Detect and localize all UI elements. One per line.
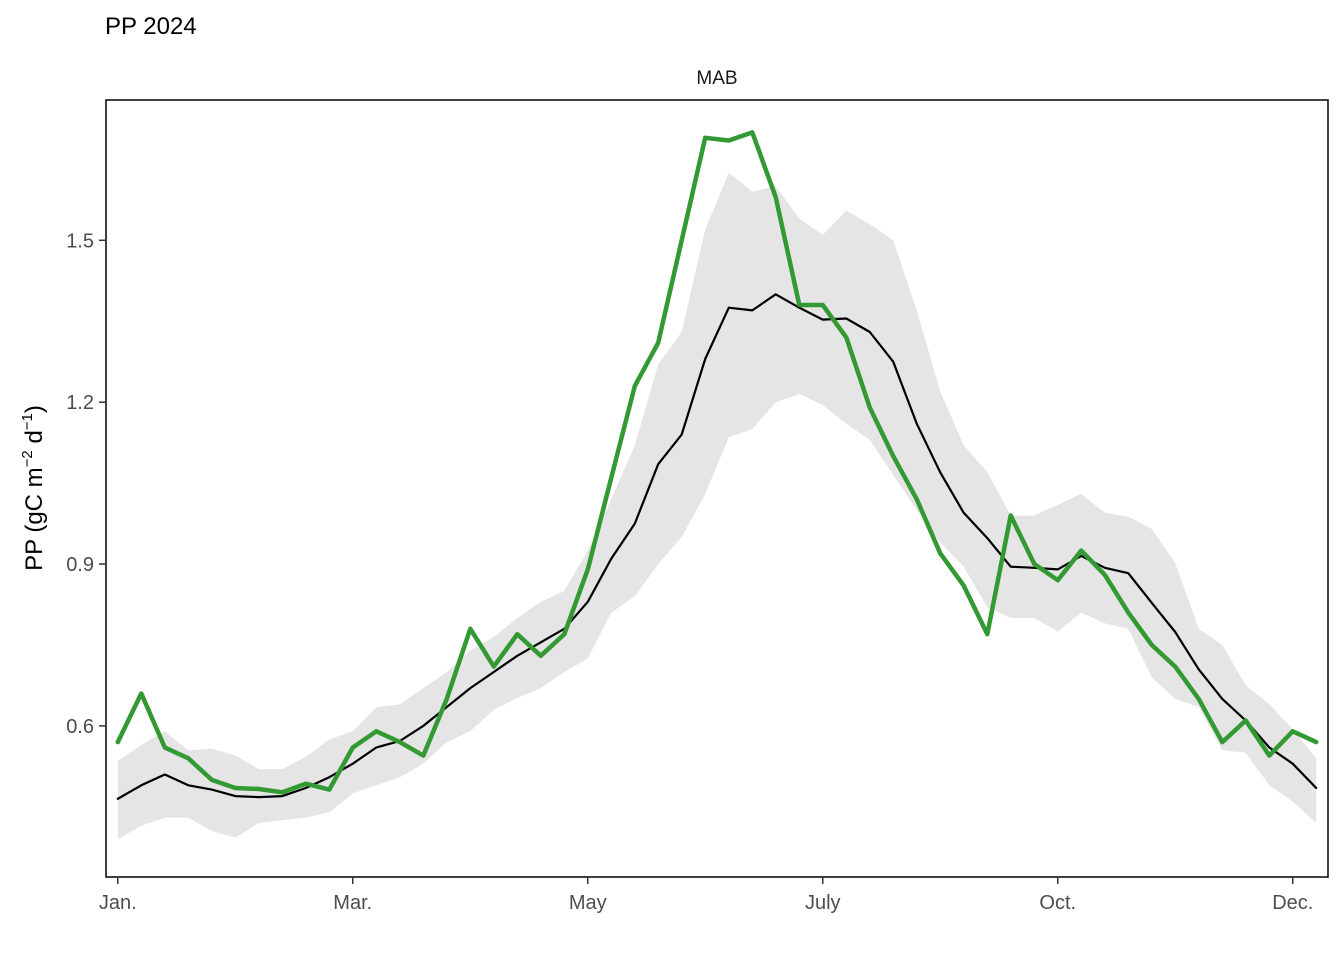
x-axis: Jan. Mar. May July Oct. Dec.	[99, 877, 1313, 914]
chart-title: PP 2024	[105, 13, 197, 40]
y-tick-label: 1.5	[66, 230, 94, 252]
x-tick-label: Mar.	[333, 892, 372, 914]
x-tick-label: Dec.	[1272, 892, 1313, 914]
x-tick-label: July	[805, 892, 841, 914]
y-axis-label: PP (gC m−2 d−1)	[19, 405, 48, 571]
y-tick-label: 0.6	[66, 716, 94, 738]
x-tick-label: Jan.	[99, 892, 137, 914]
x-tick-label: May	[569, 892, 607, 914]
panel-strip-label: MAB	[696, 68, 737, 89]
climatology-range-band	[117, 172, 1317, 840]
y-axis-label-main: PP (gC m	[21, 467, 48, 571]
x-tick-label: Oct.	[1039, 892, 1076, 914]
y-axis-label-sup-1: −2	[19, 450, 36, 467]
series-layer	[115, 130, 1319, 800]
plot-panel-border	[105, 99, 1329, 878]
series-2024-line	[115, 130, 1319, 795]
series-climatology-mean-line	[116, 293, 1318, 800]
climatology-range-band-layer	[117, 172, 1317, 840]
y-tick-label: 0.9	[66, 554, 94, 576]
y-axis-label-sup-2: −1	[19, 413, 36, 430]
y-tick-label: 1.2	[66, 392, 94, 414]
y-axis-label-mid: d	[21, 430, 48, 450]
y-axis-label-end: )	[21, 405, 48, 413]
y-axis: 0.6 0.9 1.2 1.5	[66, 230, 106, 738]
